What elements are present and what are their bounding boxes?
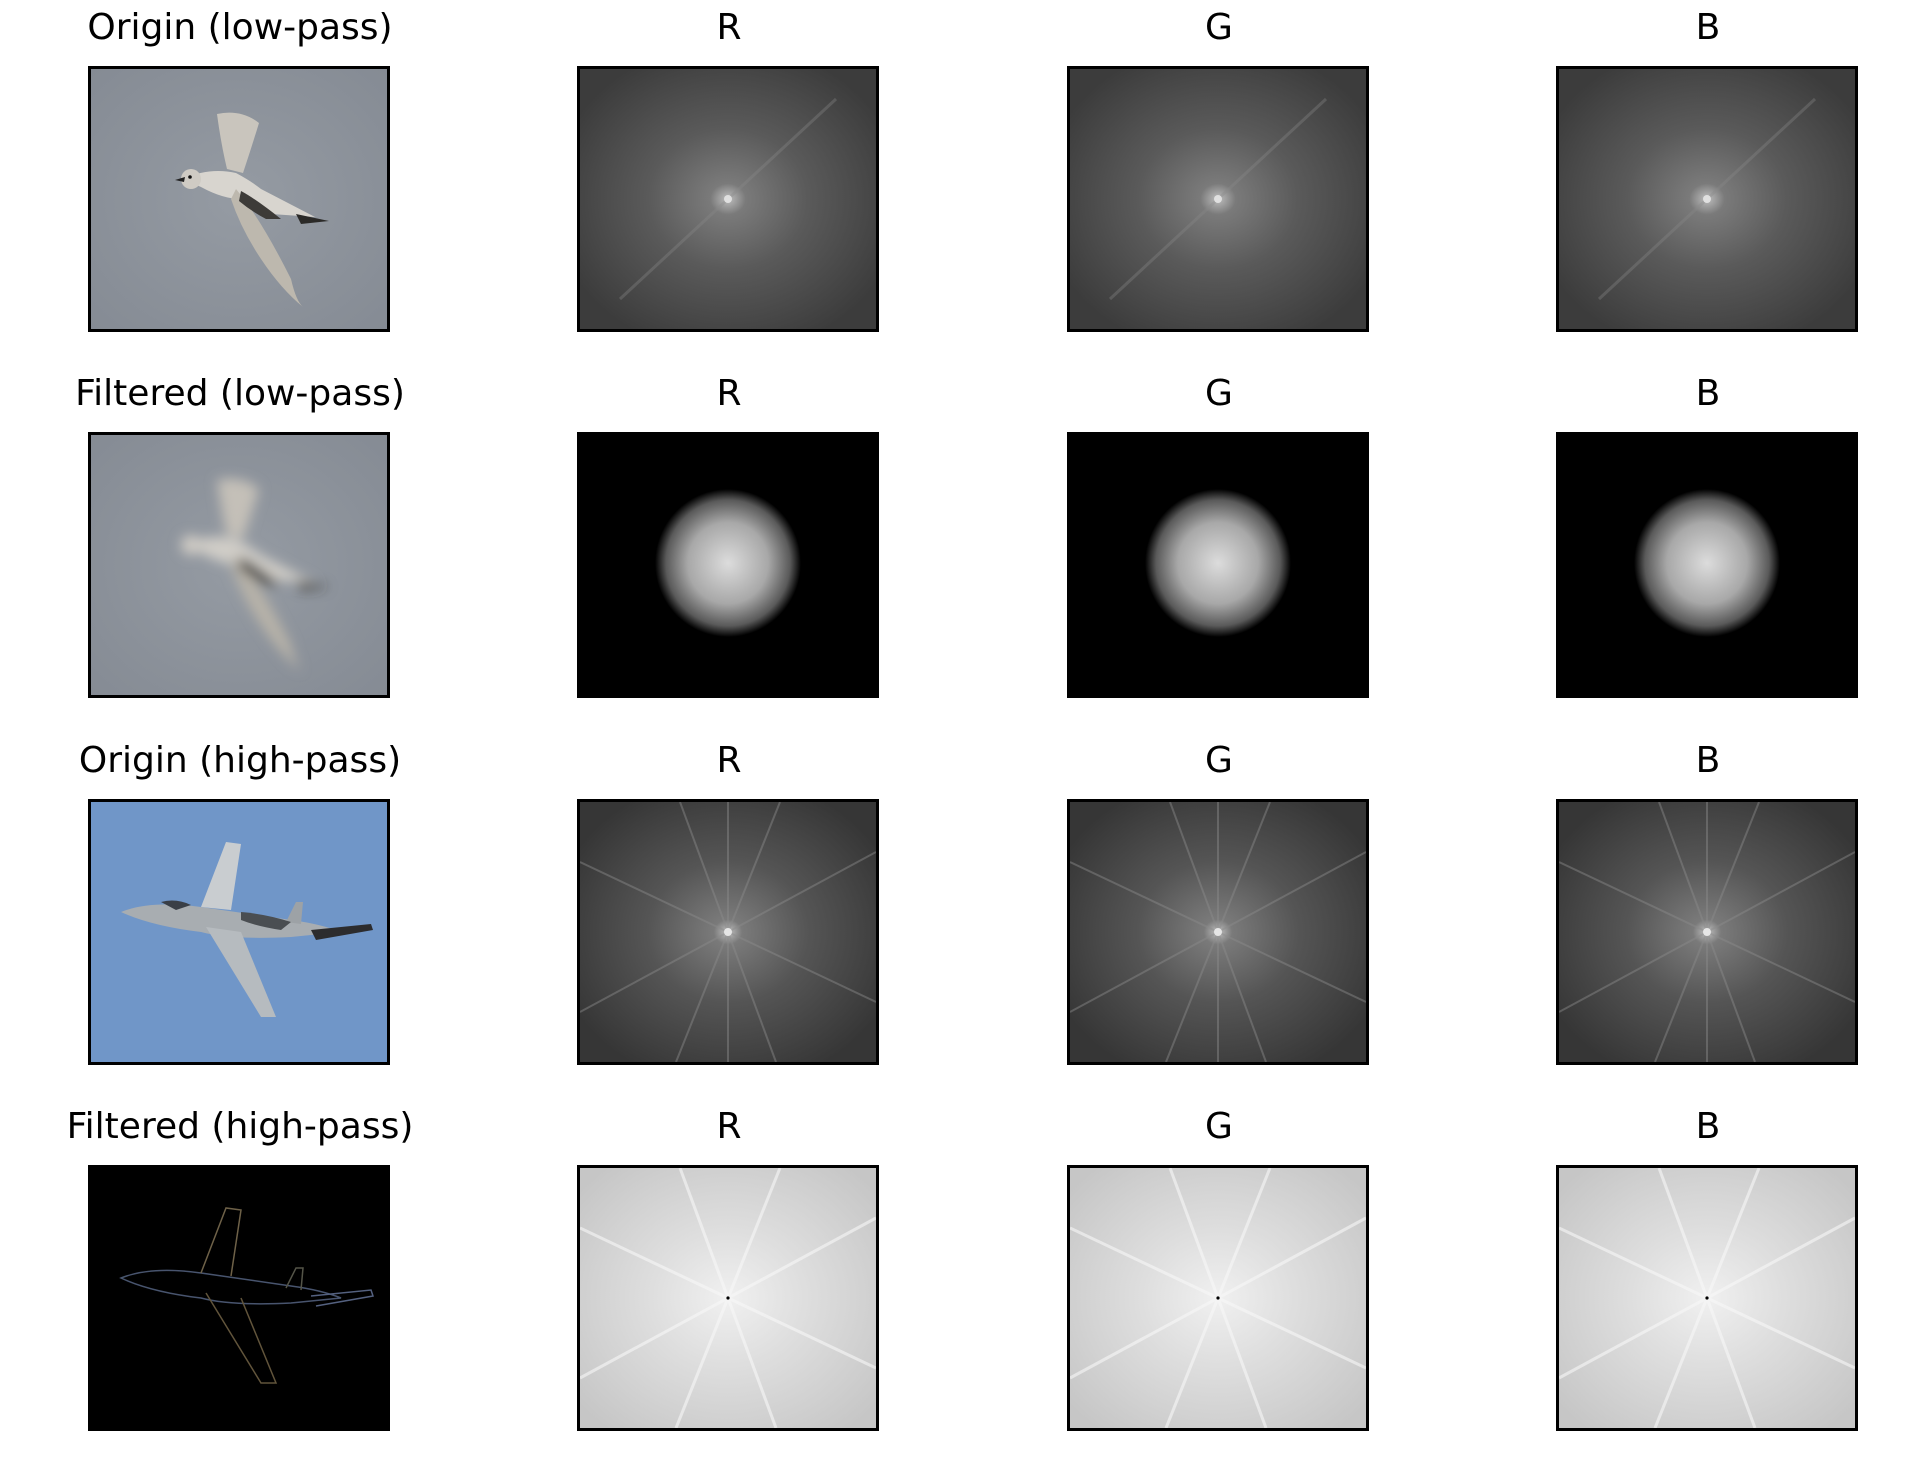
spectrum-image [1067,66,1369,332]
bird-shape [175,112,329,307]
panel-title: G [1205,1106,1233,1147]
row-filtered-low-pass: Filtered (low-pass) [0,366,1920,732]
row-origin-low-pass: Origin (low-pass) [0,0,1920,366]
panel-spectrum-g: G [1034,733,1404,1099]
bird-photo-image [91,69,387,329]
spectrum-image [1556,432,1858,698]
panel-filtered-low-pass: Filtered (low-pass) [55,366,425,732]
panel-title: Origin (low-pass) [87,7,393,48]
jet-edges-image [91,1168,387,1428]
panel-spectrum-b: B [1523,0,1893,366]
panel-spectrum-g: G [1034,0,1404,366]
panel-spectrum-r: R [544,733,914,1099]
panel-spectrum-r: R [544,1099,914,1465]
spectrum-image [1067,1165,1369,1431]
jet-shape [121,842,373,1017]
panel-spectrum-g: G [1034,1099,1404,1465]
panel-spectrum-r: R [544,0,914,366]
panel-title: R [716,373,742,414]
panel-title: B [1695,740,1721,781]
panel-origin-high-pass: Origin (high-pass) [55,733,425,1099]
panel-title: Filtered (low-pass) [75,373,405,414]
spectrum-image [1556,1165,1858,1431]
panel-title: R [716,7,742,48]
panel-spectrum-b: B [1523,366,1893,732]
panel-title: B [1695,1106,1721,1147]
jet-photo [88,799,390,1065]
jet-photo-image [91,802,387,1062]
spectrum-image [577,799,879,1065]
row-origin-high-pass: Origin (high-pass) R [0,733,1920,1099]
panel-title: G [1205,373,1233,414]
panel-title: G [1205,7,1233,48]
panel-spectrum-g: G [1034,366,1404,732]
panel-title: B [1695,7,1721,48]
spectrum-image [1556,66,1858,332]
jet-edges [119,1207,374,1384]
bird-photo [88,66,390,332]
panel-title: Origin (high-pass) [78,740,402,781]
panel-title: B [1695,373,1721,414]
spectrum-image [577,432,879,698]
bird-shape-blurred [181,478,329,673]
panel-title: Filtered (high-pass) [66,1106,414,1147]
panel-title: R [716,1106,742,1147]
panel-origin-low-pass: Origin (low-pass) [55,0,425,366]
spectrum-image [1067,432,1369,698]
spectrum-image [577,1165,879,1431]
row-filtered-high-pass: Filtered (high-pass) R [0,1099,1920,1465]
panel-spectrum-b: B [1523,733,1893,1099]
panel-spectrum-b: B [1523,1099,1893,1465]
spectrum-image [1067,799,1369,1065]
bird-photo-blurred [88,432,390,698]
spectrum-image [1556,799,1858,1065]
panel-filtered-high-pass: Filtered (high-pass) [55,1099,425,1465]
jet-edges-photo [88,1165,390,1431]
panel-title: R [716,740,742,781]
panel-spectrum-r: R [544,366,914,732]
panel-title: G [1205,740,1233,781]
spectrum-image [577,66,879,332]
